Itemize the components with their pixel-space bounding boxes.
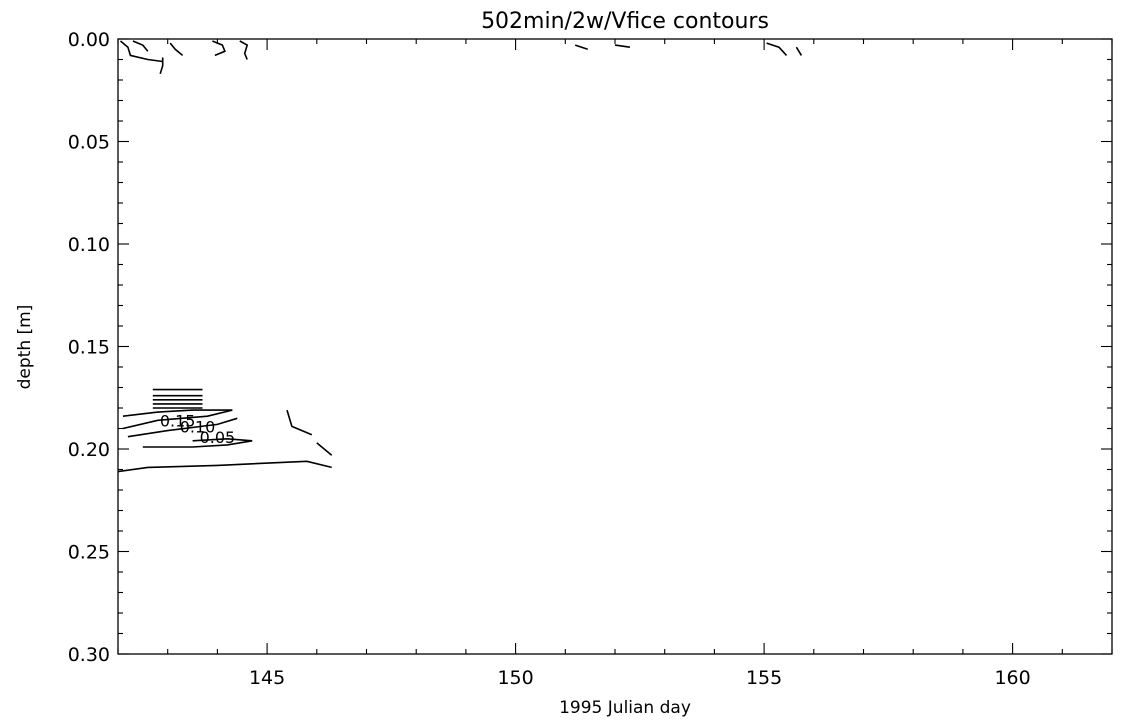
contour-line <box>142 437 253 448</box>
contour-line <box>212 40 226 57</box>
contour-line <box>122 409 233 417</box>
contour-line <box>127 417 238 438</box>
x-axis-label: 1995 Julian day <box>559 698 691 718</box>
contour-line <box>117 460 332 473</box>
contour-line <box>766 42 788 56</box>
y-tick-label: 0.15 <box>68 337 110 359</box>
contour-line <box>614 44 631 48</box>
contour-labels: 0.150.100.05 <box>160 411 235 446</box>
y-tick-label: 0.30 <box>68 644 110 666</box>
axis-ticks <box>117 38 1113 655</box>
plot-frame <box>117 38 1113 655</box>
contour-line <box>122 409 233 430</box>
y-tick-label: 0.00 <box>68 29 110 51</box>
contour-label: 0.10 <box>180 418 216 437</box>
x-tick-label: 150 <box>497 667 533 689</box>
contour-label: 0.15 <box>160 411 196 430</box>
y-tick-label: 0.10 <box>68 234 110 256</box>
contour-lines <box>117 40 803 473</box>
contour-line <box>239 40 249 60</box>
y-tick-label: 0.20 <box>68 439 110 461</box>
x-tick-label: 145 <box>249 667 285 689</box>
chart-title: 502min/2w/Vfice contours <box>481 9 769 34</box>
x-tick-label: 160 <box>994 667 1030 689</box>
contour-line <box>159 57 164 75</box>
contour-line <box>316 442 333 456</box>
contour-line <box>119 40 163 63</box>
y-tick-label: 0.25 <box>68 542 110 564</box>
contour-line <box>795 46 803 56</box>
contour-line <box>574 44 588 51</box>
contour-line <box>286 409 313 436</box>
x-tick-label: 155 <box>746 667 782 689</box>
y-tick-label: 0.05 <box>68 132 110 154</box>
contour-line <box>132 40 149 52</box>
contour-label: 0.05 <box>200 428 236 447</box>
contour-line <box>169 42 184 57</box>
y-axis-label: depth [m] <box>15 305 35 390</box>
